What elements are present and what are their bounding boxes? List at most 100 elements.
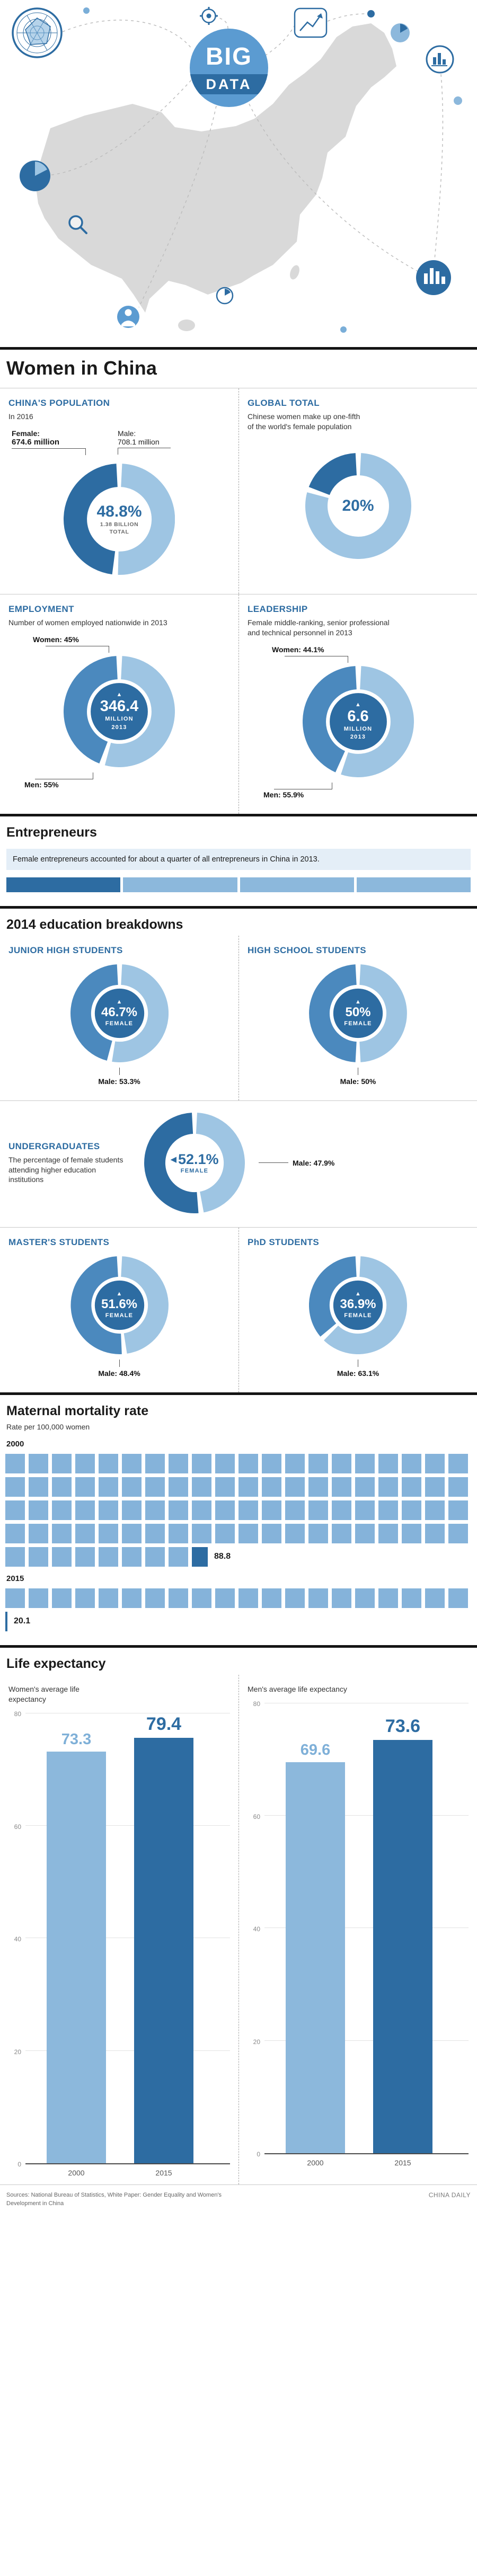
donut-arc-female	[302, 665, 357, 772]
donut-arc-male	[340, 665, 414, 777]
line-chart-icon	[294, 7, 328, 38]
dashed-connector-lines	[51, 13, 444, 308]
junior-high-card: JUNIOR HIGH STUDENTS ▲ 46.7% FEMALE Male…	[0, 936, 238, 1100]
bar-value: 69.6	[300, 1742, 331, 1758]
waffle-square	[145, 1477, 165, 1497]
card-heading: JUNIOR HIGH STUDENTS	[8, 945, 123, 955]
waffle-square	[238, 1500, 258, 1520]
connector-line	[118, 447, 171, 455]
waffle-square	[425, 1453, 445, 1473]
waffle-square	[52, 1500, 72, 1520]
waffle-square	[122, 1500, 142, 1520]
gear-icon	[200, 7, 218, 25]
connector-line	[285, 655, 348, 663]
waffle-square	[169, 1477, 188, 1497]
donut-arc-male	[120, 1256, 169, 1354]
connector-line	[274, 782, 332, 789]
male-share-callout: Male: 47.9%	[259, 1159, 334, 1167]
donut-arc-male	[104, 655, 175, 767]
section-heading: Life expectancy	[6, 1656, 106, 1671]
waffle-square	[238, 1453, 258, 1473]
gridline	[264, 1927, 469, 1928]
gridline	[264, 1815, 469, 1816]
donut-disc	[329, 692, 387, 750]
waffle-square	[378, 1453, 398, 1473]
donut-arc-female	[64, 655, 118, 763]
credit-text: CHINA DAILY	[428, 2191, 471, 2199]
connector-line	[12, 448, 86, 455]
population-donut: 48.8% 1.38 BILLION TOTAL	[64, 464, 175, 575]
leadership-donut: ▲ 6.6 MILLION 2013	[302, 665, 414, 777]
waffle-square	[285, 1500, 305, 1520]
waffle-square	[145, 1500, 165, 1520]
donut-arc-female	[144, 1113, 199, 1213]
bar-group-2000: 73.3	[47, 1714, 106, 2163]
card-heading: HIGH SCHOOL STUDENTS	[248, 945, 366, 955]
waffle-square	[145, 1588, 165, 1608]
section-heading: Maternal mortality rate	[6, 1403, 149, 1418]
card-heading: CHINA'S POPULATION	[8, 398, 110, 408]
big-data-badge: BIG DATA	[190, 29, 268, 107]
waffle-square	[448, 1453, 468, 1473]
donut-arc-male	[305, 452, 411, 559]
junior-high-donut: ▲ 46.7% FEMALE	[70, 964, 169, 1062]
dot-icon	[454, 96, 462, 105]
entrepreneurs-note: Female entrepreneurs accounted for about…	[6, 848, 471, 870]
bar-group-2015: 73.6	[373, 1704, 432, 2153]
donut-arc-female	[309, 1256, 357, 1337]
gridline	[25, 2050, 230, 2051]
male-share-label: Male: 63.1%	[248, 1359, 469, 1379]
waffle-square	[122, 1523, 142, 1543]
maternal-mortality-section: Maternal mortality rate Rate per 100,000…	[0, 1395, 477, 1645]
waffle-square	[75, 1523, 95, 1543]
entrepreneurs-section: Entrepreneurs Female entrepreneurs accou…	[0, 816, 477, 892]
card-text: Female middle-ranking, senior profession…	[248, 618, 390, 637]
section-divider	[0, 1227, 477, 1228]
masters-donut: ▲ 51.6% FEMALE	[70, 1256, 169, 1354]
waffle-square	[169, 1588, 188, 1608]
card-heading: UNDERGRADUATES	[8, 1141, 100, 1151]
men-share-label: Men: 55.9%	[263, 782, 469, 800]
waffle-square	[215, 1523, 235, 1543]
population-global-row: CHINA'S POPULATION In 2016 Female: 674.6…	[0, 388, 477, 594]
waffle-value-label: 88.8	[214, 1552, 231, 1561]
waffle-2015: 20.1	[5, 1588, 472, 1631]
waffle-square	[215, 1477, 235, 1497]
donut-arc-male	[196, 1113, 245, 1213]
section-divider	[0, 1100, 477, 1101]
high-school-card: HIGH SCHOOL STUDENTS ▲ 50% FEMALE Male: …	[238, 935, 477, 1100]
waffle-square	[332, 1453, 351, 1473]
chart-label: Women's average life expectancy	[8, 1684, 80, 1703]
pie-chart-icon	[216, 287, 234, 305]
undergraduates-donut: ◀ 52.1% FEMALE	[144, 1113, 245, 1213]
waffle-square	[5, 1500, 25, 1520]
card-heading: MASTER'S STUDENTS	[8, 1237, 110, 1247]
waffle-square	[122, 1453, 142, 1473]
waffle-square	[262, 1453, 281, 1473]
connector-line	[46, 645, 109, 653]
donut-disc	[94, 988, 144, 1038]
waffle-square	[99, 1500, 118, 1520]
waffle-square	[192, 1588, 211, 1608]
bar-segment-female	[6, 877, 121, 892]
waffle-square	[308, 1523, 328, 1543]
infographic-women-in-china: { "header": { "big": "BIG", "data": "DAT…	[0, 7, 477, 2207]
waffle-square	[122, 1547, 142, 1567]
plot-area: 73.3 79.4	[25, 1712, 230, 2164]
waffle-square-partial	[5, 1611, 7, 1631]
waffle-square	[215, 1453, 235, 1473]
women-life-expectancy-chart: Women's average life expectancy 80 60 40…	[0, 1675, 238, 2184]
waffle-square	[402, 1453, 421, 1473]
bar-segment	[123, 877, 237, 892]
connector-line	[35, 772, 93, 779]
chart-label: Men's average life expectancy	[248, 1684, 347, 1693]
card-text: Chinese women make up one-fifth of the w…	[248, 412, 360, 431]
waffle-square-partial	[192, 1547, 208, 1567]
section-divider	[0, 2184, 477, 2185]
waffle-square	[378, 1500, 398, 1520]
donut-arc-female	[309, 964, 357, 1062]
bar-chart: 80 60 40 20 0 73.3 79.4	[8, 1710, 230, 2168]
waffle-square	[262, 1500, 281, 1520]
waffle-square	[29, 1477, 48, 1497]
women-share-label: Women: 45%	[33, 635, 230, 653]
